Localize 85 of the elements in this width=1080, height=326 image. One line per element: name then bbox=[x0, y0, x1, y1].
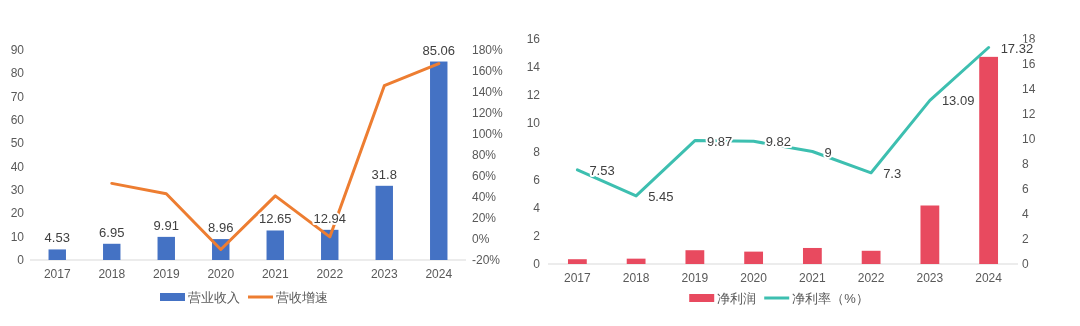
y2-tick-label: 2 bbox=[1022, 232, 1029, 246]
y2-tick-label: 0% bbox=[472, 232, 490, 246]
y-tick-label: 4 bbox=[533, 200, 541, 215]
data-label: 7.3 bbox=[883, 165, 902, 181]
bar bbox=[802, 247, 822, 264]
data-label: 5.45 bbox=[648, 188, 674, 204]
x-tick-label: 2024 bbox=[975, 271, 1003, 285]
y2-tick-label: 160% bbox=[472, 64, 504, 78]
y-tick-label: 40 bbox=[10, 159, 25, 174]
y2-tick-label: 140% bbox=[472, 85, 504, 99]
y2-tick-label: 80% bbox=[472, 148, 497, 162]
bar bbox=[979, 56, 999, 264]
x-tick-label: 2023 bbox=[916, 271, 944, 285]
data-label: 13.09 bbox=[941, 93, 975, 109]
x-tick-label: 2021 bbox=[799, 271, 827, 285]
bar bbox=[861, 250, 881, 264]
x-tick-label: 2024 bbox=[425, 267, 453, 281]
legend-label: 营业收入 bbox=[188, 290, 240, 305]
data-label: 9.91 bbox=[153, 217, 179, 233]
bar bbox=[375, 185, 393, 260]
bar bbox=[430, 61, 448, 260]
bar bbox=[157, 236, 175, 260]
bar bbox=[266, 230, 284, 260]
y-tick-label: 30 bbox=[10, 183, 25, 197]
y-tick-label: 90 bbox=[10, 43, 25, 57]
y2-tick-label: -20% bbox=[472, 253, 501, 267]
y-tick-label: 70 bbox=[10, 89, 25, 104]
y2-tick-label: 100% bbox=[472, 127, 504, 141]
bar bbox=[48, 249, 66, 260]
y2-tick-label: 4 bbox=[1022, 207, 1029, 221]
y-tick-label: 10 bbox=[10, 229, 25, 244]
y-tick-label: 6 bbox=[533, 172, 541, 187]
bar bbox=[744, 251, 764, 264]
y-tick-label: 12 bbox=[526, 88, 541, 103]
y2-tick-label: 12 bbox=[1022, 107, 1036, 121]
y2-tick-label: 6 bbox=[1022, 182, 1029, 196]
y-tick-label: 20 bbox=[10, 206, 25, 221]
data-label: 7.53 bbox=[589, 162, 615, 178]
data-label: 8.96 bbox=[208, 220, 234, 236]
x-tick-label: 2020 bbox=[740, 271, 768, 285]
y-tick-label: 0 bbox=[17, 253, 25, 267]
x-tick-label: 2021 bbox=[261, 267, 289, 281]
y-tick-label: 8 bbox=[533, 144, 541, 159]
bar bbox=[103, 243, 121, 260]
y-tick-label: 14 bbox=[526, 60, 541, 75]
y2-tick-label: 8 bbox=[1022, 157, 1029, 171]
y2-tick-label: 10 bbox=[1022, 132, 1036, 146]
bar bbox=[626, 258, 646, 264]
legend-label: 营收增速 bbox=[276, 290, 328, 305]
y2-tick-label: 120% bbox=[472, 106, 504, 120]
x-tick-label: 2019 bbox=[152, 267, 180, 281]
bar bbox=[920, 205, 940, 264]
y2-tick-label: 180% bbox=[472, 43, 504, 57]
data-label: 12.65 bbox=[258, 211, 292, 227]
y2-tick-label: 40% bbox=[472, 190, 497, 204]
data-label: 9 bbox=[824, 144, 832, 160]
y-tick-label: 80 bbox=[10, 66, 25, 81]
y-tick-label: 60 bbox=[10, 113, 25, 127]
data-label: 6.95 bbox=[99, 224, 125, 240]
y-tick-label: 2 bbox=[533, 228, 541, 243]
y-tick-label: 10 bbox=[526, 116, 541, 131]
x-tick-label: 2018 bbox=[622, 271, 650, 285]
bar bbox=[567, 259, 587, 264]
x-tick-label: 2023 bbox=[370, 267, 398, 281]
data-label: 31.8 bbox=[371, 166, 397, 182]
x-tick-label: 2017 bbox=[43, 267, 71, 281]
x-tick-label: 2020 bbox=[207, 267, 235, 281]
x-tick-label: 2019 bbox=[681, 271, 709, 285]
y-tick-label: 50 bbox=[10, 136, 25, 151]
y2-tick-label: 0 bbox=[1022, 257, 1029, 271]
y2-tick-label: 60% bbox=[472, 169, 497, 183]
legend-label: 净利率（%） bbox=[792, 291, 869, 306]
bar bbox=[685, 250, 705, 264]
x-tick-label: 2022 bbox=[316, 267, 344, 281]
x-tick-label: 2017 bbox=[564, 271, 592, 285]
y-tick-label: 16 bbox=[526, 32, 541, 46]
data-label: 4.53 bbox=[44, 230, 70, 246]
y-tick-label: 0 bbox=[533, 257, 541, 271]
x-tick-label: 2022 bbox=[857, 271, 885, 285]
data-label: 85.06 bbox=[422, 42, 456, 58]
y2-tick-label: 20% bbox=[472, 211, 497, 225]
legend-label: 净利润 bbox=[717, 291, 757, 306]
y2-tick-label: 16 bbox=[1022, 57, 1036, 71]
y2-tick-label: 14 bbox=[1022, 82, 1036, 96]
x-tick-label: 2018 bbox=[98, 267, 126, 281]
